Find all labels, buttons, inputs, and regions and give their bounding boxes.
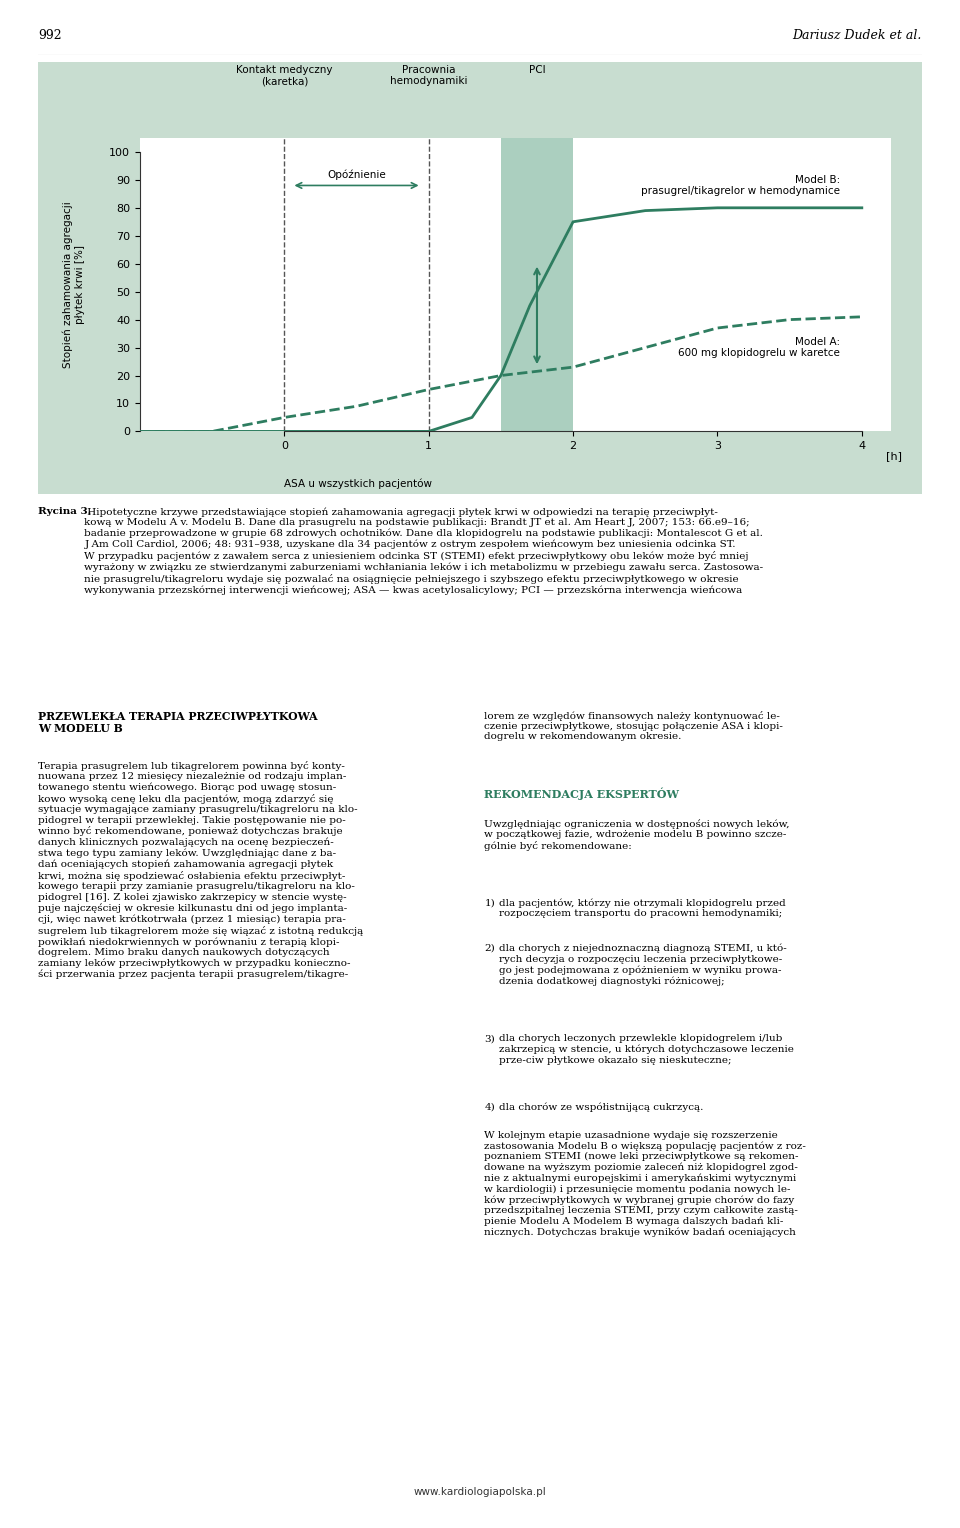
Text: dla chorych leczonych przewlekle klopidogrelem i/lub
zakrzepicą w stencie, u któ: dla chorych leczonych przewlekle klopido… (499, 1034, 794, 1065)
Text: Opóźnienie: Opóźnienie (327, 170, 386, 180)
Text: Dariusz Dudek et al.: Dariusz Dudek et al. (792, 29, 922, 43)
Text: 2): 2) (485, 944, 495, 953)
Text: www.kardiologiapolska.pl: www.kardiologiapolska.pl (414, 1487, 546, 1497)
Text: dla pacjentów, którzy nie otrzymali klopidogrelu przed
rozpoczęciem transportu d: dla pacjentów, którzy nie otrzymali klop… (499, 898, 785, 918)
Text: Pracownia
hemodynamiki: Pracownia hemodynamiki (390, 64, 468, 86)
Text: Uwzględniając ograniczenia w dostępności nowych leków,
w początkowej fazie, wdro: Uwzględniając ograniczenia w dostępności… (485, 819, 790, 851)
Text: REKOMENDACJA EKSPERTÓW: REKOMENDACJA EKSPERTÓW (485, 787, 680, 799)
Text: PRZEWLEKŁA TERAPIA PRZECIWPŁYTKOWA
W MODELU B: PRZEWLEKŁA TERAPIA PRZECIWPŁYTKOWA W MOD… (38, 711, 318, 735)
Text: Stopień zahamowania agregacji
płytek krwi [%]: Stopień zahamowania agregacji płytek krw… (62, 202, 84, 368)
Text: Model A:
600 mg klopidogrelu w karetce: Model A: 600 mg klopidogrelu w karetce (679, 336, 840, 359)
Text: Model B:
prasugrel/tikagrelor w hemodynamice: Model B: prasugrel/tikagrelor w hemodyna… (641, 174, 840, 196)
Text: Terapia prasugrelem lub tikagrelorem powinna być konty-
nuowana przez 12 miesięc: Terapia prasugrelem lub tikagrelorem pow… (38, 761, 364, 979)
Text: 992: 992 (38, 29, 62, 43)
Text: dla chorych z niejednoznaczną diagnozą STEMI, u któ-
rych decyzja o rozpoczęciu : dla chorych z niejednoznaczną diagnozą S… (499, 944, 786, 986)
Text: 1): 1) (485, 898, 495, 908)
Text: 3): 3) (485, 1034, 495, 1044)
Text: [h]: [h] (886, 451, 902, 461)
Text: 4): 4) (485, 1102, 495, 1111)
Text: PCI: PCI (529, 64, 545, 75)
Text: Rycina 3.: Rycina 3. (38, 507, 92, 516)
Bar (501, 138, 573, 431)
Text: Kontakt medyczny
(karetka): Kontakt medyczny (karetka) (236, 64, 332, 86)
Text: lorem ze względów finansowych należy kontynuować le-
czenie przeciwpłytkowe, sto: lorem ze względów finansowych należy kon… (485, 711, 783, 741)
Text: ASA u wszystkich pacjentów: ASA u wszystkich pacjentów (284, 478, 432, 489)
Text: dla chorów ze współistnijącą cukrzycą.: dla chorów ze współistnijącą cukrzycą. (499, 1102, 703, 1111)
Text: Hipotetyczne krzywe przedstawiające stopień zahamowania agregacji płytek krwi w : Hipotetyczne krzywe przedstawiające stop… (84, 507, 763, 594)
Text: W kolejnym etapie uzasadnione wydaje się rozszerzenie
zastosowania Modelu B o wi: W kolejnym etapie uzasadnione wydaje się… (485, 1131, 806, 1238)
